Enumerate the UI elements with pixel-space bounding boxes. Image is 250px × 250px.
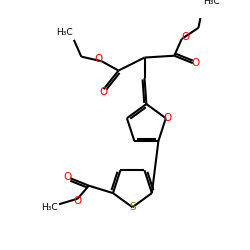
Text: O: O bbox=[164, 113, 172, 123]
Text: H₃C: H₃C bbox=[56, 28, 73, 37]
Text: O: O bbox=[74, 196, 82, 206]
Text: H₃C: H₃C bbox=[42, 202, 58, 211]
Text: O: O bbox=[100, 87, 108, 97]
Text: O: O bbox=[63, 172, 72, 182]
Text: H₃C: H₃C bbox=[203, 0, 220, 6]
Text: O: O bbox=[95, 54, 103, 64]
Text: S: S bbox=[129, 202, 136, 212]
Text: O: O bbox=[181, 32, 190, 42]
Text: O: O bbox=[192, 58, 200, 68]
